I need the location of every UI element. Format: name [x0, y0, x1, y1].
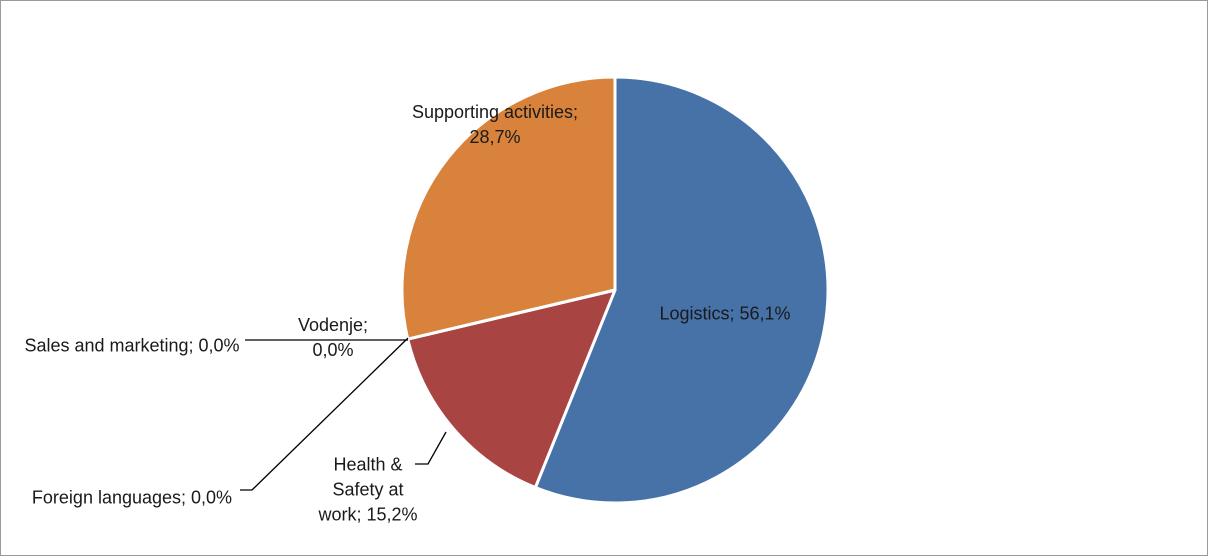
data-label: Supporting activities; 28,7% — [411, 102, 579, 147]
leader-line — [240, 337, 409, 491]
data-label: Logistics; 56,1% — [659, 303, 791, 324]
data-label: Sales and marketing; 0,0% — [24, 335, 240, 356]
data-label: Health & Safety at work; 15,2% — [318, 454, 418, 525]
data-label: Foreign languages; 0,0% — [31, 487, 233, 508]
pie-slice — [533, 75, 830, 505]
leader-line — [415, 431, 447, 465]
pie-slice — [406, 288, 617, 490]
pie-slice — [400, 75, 617, 341]
data-label: Vodenje; 0,0% — [297, 315, 369, 360]
